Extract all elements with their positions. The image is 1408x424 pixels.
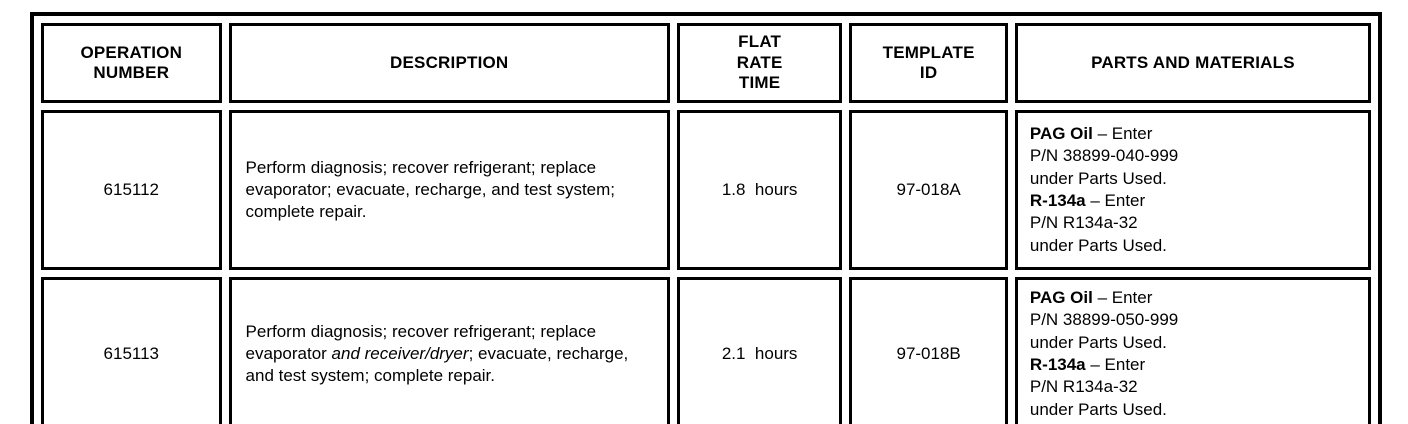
template-id-cell: 97-018B [849,277,1008,424]
table-row: 615112 Perform diagnosis; recover refrig… [41,110,1371,270]
col-header-flat-rate-time: FLAT RATE TIME [676,23,843,103]
parts-line: P/N R134a-32 [1030,212,1362,234]
description-cell: Perform diagnosis; recover refrigerant; … [228,110,670,270]
parts-line-text: – Enter [1092,123,1153,143]
parts-line: R-134a – Enter [1030,190,1362,212]
col-header-parts-and-materials: PARTS AND MATERIALS [1014,23,1371,103]
parts-line-text: P/N 38899-040-999 [1029,146,1179,166]
parts-cell: PAG Oil – Enter P/N 38899-040-999 under … [1014,110,1371,270]
parts-cell: PAG Oil – Enter P/N 38899-050-999 under … [1014,277,1371,424]
parts-line: under Parts Used. [1030,332,1362,354]
description-segment: Perform diagnosis; recover refrigerant; … [245,157,616,222]
part-name: R-134a [1029,191,1086,210]
parts-line: PAG Oil – Enter [1030,123,1362,145]
description-text: Perform diagnosis; recover refrigerant; … [246,321,649,387]
table-row: 615113 Perform diagnosis; recover refrig… [41,277,1371,424]
parts-line-text: under Parts Used. [1029,399,1167,419]
flat-rate-time-cell: 2.1 hours [676,277,843,424]
template-id-cell: 97-018A [849,110,1008,270]
parts-line-text: – Enter [1085,355,1146,374]
parts-line-text: under Parts Used. [1029,235,1167,255]
parts-line: PAG Oil – Enter [1030,287,1362,309]
parts-line-text: under Parts Used. [1029,168,1167,188]
parts-line-text: P/N R134a-32 [1029,377,1138,397]
description-segment: ; evacuate, recharge, and test system; c… [245,343,629,386]
col-header-template-id: TEMPLATE ID [849,23,1008,103]
col-header-operation-number: OPERATION NUMBER [41,23,222,103]
part-name: PAG Oil [1029,123,1093,143]
part-name: PAG Oil [1029,287,1093,307]
operation-number-cell: 615112 [41,110,222,270]
header-row: OPERATION NUMBER DESCRIPTION FLAT RATE T… [41,23,1371,103]
parts-line: under Parts Used. [1030,235,1362,257]
parts-line: P/N 38899-050-999 [1030,309,1362,331]
flat-rate-table: OPERATION NUMBER DESCRIPTION FLAT RATE T… [30,12,1382,424]
col-header-description: DESCRIPTION [228,23,670,103]
parts-line-text: – Enter [1085,191,1146,210]
parts-line: under Parts Used. [1030,168,1362,190]
parts-line-text: P/N 38899-050-999 [1029,310,1179,330]
parts-line: R-134a – Enter [1030,354,1362,376]
description-text: Perform diagnosis; recover refrigerant; … [246,157,649,223]
parts-line: P/N 38899-040-999 [1030,145,1362,167]
description-segment-italic: and receiver/dryer [331,343,469,363]
description-cell: Perform diagnosis; recover refrigerant; … [228,277,670,424]
parts-line-text: P/N R134a-32 [1029,213,1138,233]
part-name: R-134a [1029,355,1086,374]
flat-rate-time-cell: 1.8 hours [676,110,843,270]
operation-number-cell: 615113 [41,277,222,424]
description-segment: Perform diagnosis; recover refrigerant; … [245,321,597,363]
parts-line: under Parts Used. [1030,399,1362,421]
parts-line: P/N R134a-32 [1030,376,1362,398]
parts-line-text: – Enter [1092,287,1153,307]
parts-line-text: under Parts Used. [1029,332,1167,352]
